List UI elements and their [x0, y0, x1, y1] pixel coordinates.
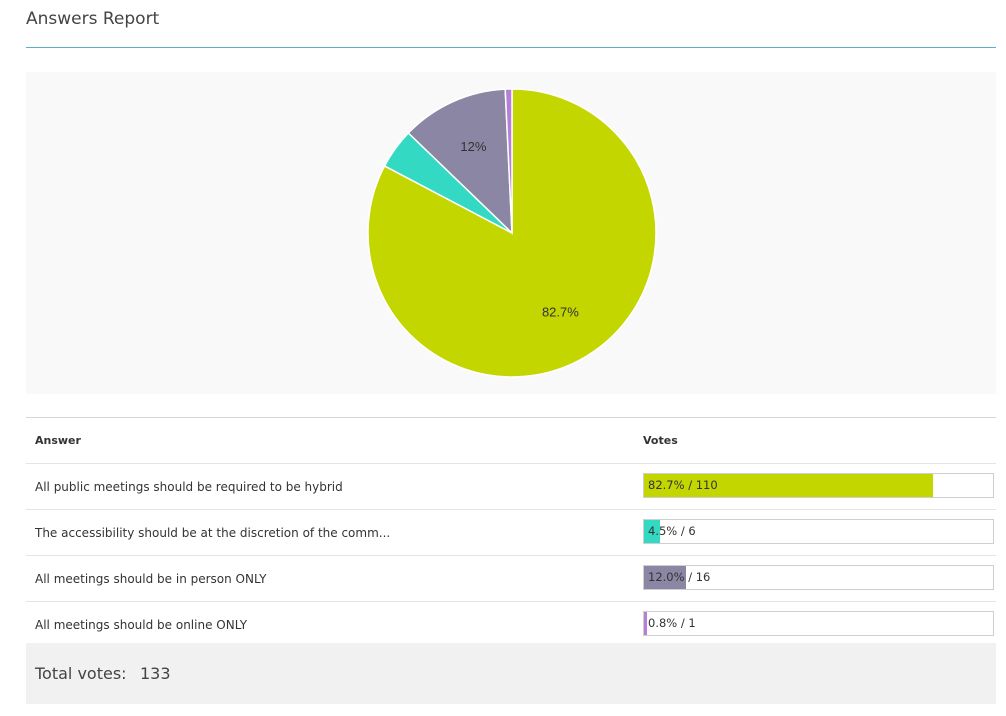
answers-table: Answer Votes All public meetings should … [26, 417, 996, 647]
total-votes-bar: Total votes: 133 [26, 643, 996, 704]
answer-text: All meetings should be in person ONLY [35, 571, 267, 586]
vote-bar-fill [644, 566, 686, 589]
page-title: Answers Report [26, 9, 160, 29]
vote-bar: 82.7% / 110 [643, 473, 994, 498]
total-votes-value: 133 [140, 664, 171, 683]
table-body: All public meetings should be required t… [26, 463, 996, 647]
table-row: All public meetings should be required t… [26, 463, 996, 509]
vote-bar: 0.8% / 1 [643, 611, 994, 636]
pie-slice [407, 88, 513, 235]
vote-bar-fill [644, 520, 660, 543]
title-divider [26, 47, 996, 48]
pie-chart: 82.7% 12% [367, 88, 657, 378]
vote-bar: 12.0% / 16 [643, 565, 994, 590]
pie-slice [367, 88, 657, 378]
vote-bar-fill [644, 612, 647, 635]
answer-text: All public meetings should be required t… [35, 479, 343, 494]
table-row: All meetings should be online ONLY 0.8% /… [26, 601, 996, 647]
pie-slice [504, 88, 513, 234]
vote-bar-fill [644, 474, 933, 497]
pie-percent-label: 12% [460, 139, 486, 154]
table-row: All meetings should be in person ONLY 12.… [26, 555, 996, 601]
answer-text: All meetings should be online ONLY [35, 617, 248, 632]
votes-column-header: Votes [643, 434, 678, 447]
table-header: Answer Votes [26, 418, 996, 463]
answer-column-header: Answer [35, 434, 81, 447]
vote-count-text: 4.5% / 6 [648, 524, 696, 538]
vote-bar: 4.5% / 6 [643, 519, 994, 544]
vote-count-text: 82.7% / 110 [648, 478, 718, 492]
vote-count-text: 0.8% / 1 [648, 616, 696, 630]
vote-count-text: 12.0% / 16 [648, 570, 711, 584]
pie-chart-panel: 82.7% 12% [26, 72, 996, 394]
table-row: The accessibility should be at the discr… [26, 509, 996, 555]
total-votes-label: Total votes: [35, 664, 127, 683]
pie-percent-label: 82.7% [542, 305, 579, 320]
answer-text: The accessibility should be at the discr… [35, 525, 391, 540]
